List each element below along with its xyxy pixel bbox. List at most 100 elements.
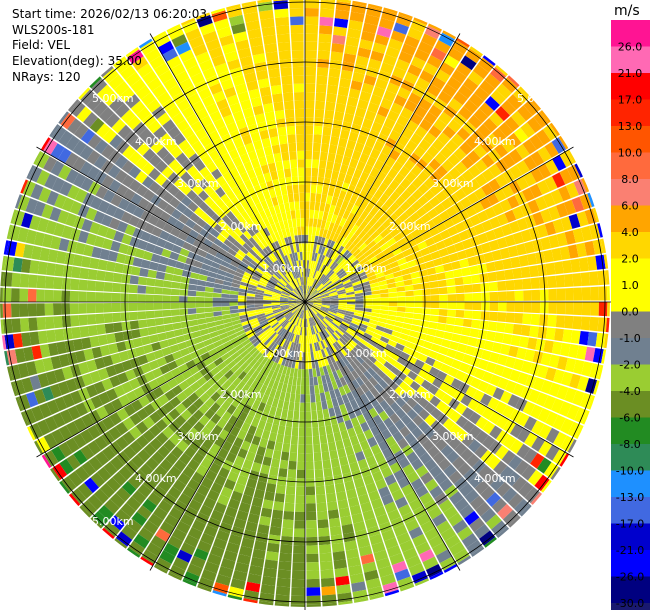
velocity-gate: [347, 409, 357, 420]
velocity-gate: [305, 108, 315, 118]
velocity-gate: [467, 398, 480, 411]
velocity-gate: [530, 151, 545, 167]
velocity-gate: [392, 66, 407, 79]
velocity-gate: [279, 221, 286, 231]
colorbar-tick-label: -30.0: [616, 597, 644, 610]
velocity-gate: [422, 91, 437, 105]
velocity-gate: [218, 467, 230, 479]
velocity-gate: [440, 444, 454, 458]
velocity-gate: [236, 401, 247, 412]
velocity-gate: [280, 295, 289, 299]
velocity-gate: [168, 0, 186, 3]
velocity-gate: [225, 272, 235, 279]
velocity-gate: [329, 293, 338, 297]
velocity-gate: [110, 493, 126, 508]
velocity-gate: [343, 365, 351, 375]
velocity-gate: [213, 288, 222, 294]
velocity-gate: [415, 77, 430, 91]
velocity-gate: [345, 104, 357, 116]
velocity-gate: [326, 327, 334, 335]
velocity-gate: [315, 227, 321, 237]
velocity-gate: [128, 311, 138, 321]
velocity-gate: [536, 129, 551, 146]
velocity-gate: [305, 302, 307, 311]
velocity-gate: [109, 515, 126, 531]
velocity-gate: [128, 151, 142, 165]
velocity-gate: [167, 84, 183, 98]
velocity-gate: [176, 440, 189, 453]
velocity-gate: [468, 178, 481, 192]
colorbar: m/s 26.021.017.013.010.08.06.04.02.01.00…: [611, 3, 650, 610]
velocity-gate: [388, 424, 399, 436]
velocity-gate: [206, 276, 216, 283]
velocity-gate: [189, 212, 201, 223]
velocity-gate: [305, 299, 314, 302]
velocity-gate: [317, 519, 329, 529]
velocity-gate: [422, 288, 431, 296]
velocity-gate: [21, 444, 36, 462]
velocity-gate: [283, 219, 289, 229]
velocity-gate: [201, 333, 211, 342]
velocity-gate: [388, 212, 399, 223]
velocity-gate: [271, 214, 279, 224]
velocity-gate: [79, 326, 90, 338]
velocity-gate: [161, 579, 179, 594]
velocity-gate: [293, 545, 305, 554]
velocity-gate: [337, 326, 346, 334]
velocity-gate: [369, 148, 381, 160]
velocity-gate: [205, 207, 216, 218]
velocity-gate: [282, 256, 288, 265]
velocity-gate: [420, 520, 436, 534]
velocity-gate: [0, 271, 5, 287]
velocity-gate: [142, 579, 161, 594]
velocity-gate: [467, 150, 481, 164]
velocity-gate: [326, 258, 333, 267]
velocity-gate: [351, 513, 364, 524]
velocity-gate: [305, 302, 311, 309]
velocity-gate: [410, 228, 421, 239]
velocity-gate: [108, 179, 122, 193]
velocity-gate: [325, 101, 336, 111]
velocity-gate: [213, 118, 226, 130]
velocity-gate: [218, 522, 233, 534]
velocity-gate: [164, 353, 175, 364]
velocity-gate: [383, 233, 393, 243]
velocity-gate: [113, 322, 123, 333]
velocity-gate: [268, 68, 281, 78]
velocity-gate: [342, 333, 351, 342]
velocity-gate: [221, 298, 230, 302]
velocity-gate: [607, 302, 610, 317]
velocity-gate: [385, 251, 395, 260]
velocity-gate: [273, 272, 282, 280]
velocity-gate: [474, 444, 488, 459]
velocity-gate: [294, 252, 299, 261]
velocity-gate: [359, 277, 369, 284]
velocity-gate: [298, 296, 305, 302]
velocity-gate: [377, 152, 389, 164]
velocity-gate: [263, 172, 272, 183]
velocity-gate: [321, 594, 337, 604]
velocity-gate: [473, 347, 484, 359]
velocity-gate: [106, 333, 116, 344]
velocity-gate: [312, 294, 321, 299]
velocity-gate: [294, 317, 299, 326]
velocity-gate: [120, 312, 130, 322]
velocity-gate: [43, 433, 58, 449]
velocity-gate: [131, 511, 147, 527]
velocity-gate: [260, 18, 275, 29]
velocity-gate: [264, 111, 276, 122]
velocity-gate: [517, 105, 533, 122]
velocity-gate: [213, 156, 225, 169]
velocity-gate: [379, 309, 389, 315]
velocity-gate: [473, 223, 485, 235]
velocity-gate: [296, 218, 301, 227]
velocity-gate: [540, 352, 552, 366]
velocity-gate: [320, 293, 329, 297]
velocity-gate: [276, 382, 284, 392]
velocity-gate: [153, 302, 163, 310]
velocity-gate: [309, 251, 313, 261]
velocity-gate: [273, 152, 282, 163]
velocity-gate: [439, 294, 448, 302]
velocity-gate: [242, 275, 252, 281]
velocity-gate: [347, 327, 356, 334]
